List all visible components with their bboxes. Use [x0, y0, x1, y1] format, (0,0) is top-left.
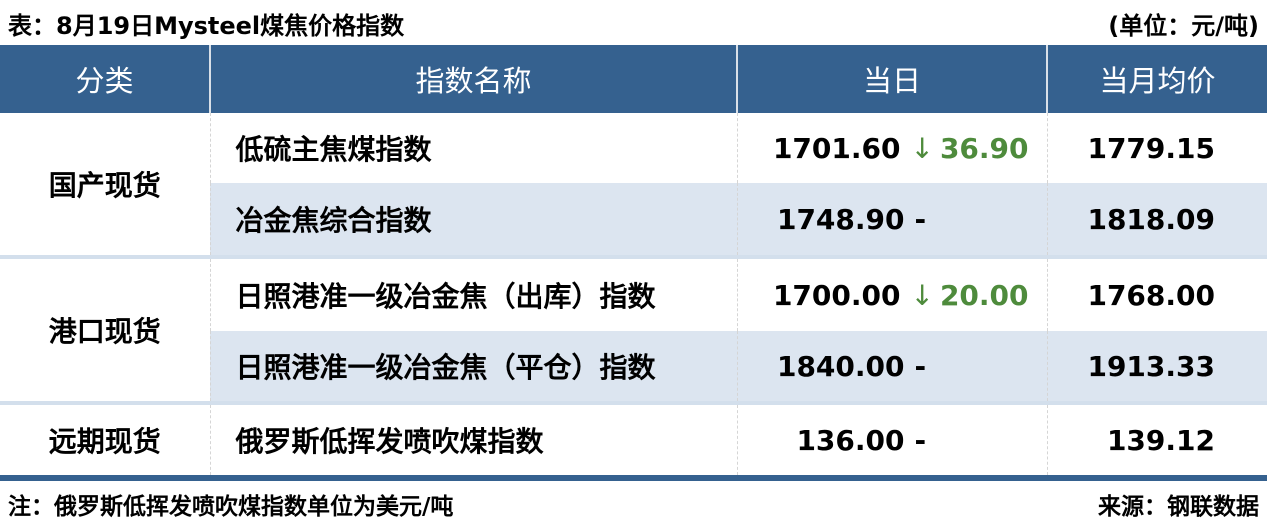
- month-avg-cell: 1768.00: [1047, 259, 1267, 331]
- group-divider: [0, 401, 1267, 405]
- change-value: ↓ 36.90: [910, 132, 1028, 165]
- data-source: 来源：钢联数据: [1098, 494, 1259, 520]
- change-amount: 20.00: [939, 278, 1029, 312]
- col-header-today: 当日: [736, 45, 1047, 113]
- category-cell: 港口现货: [0, 259, 211, 401]
- change-value: -: [914, 423, 927, 457]
- table-row: 远期现货 俄罗斯低挥发喷吹煤指数 136.00 - 139.12: [0, 405, 1267, 475]
- month-avg-cell: 1818.09: [1047, 183, 1267, 255]
- price-index-table: 分类 指数名称 当日 当月均价 国产现货 低硫主焦煤指数 1701.60 ↓ 36…: [0, 45, 1267, 475]
- change-value: -: [914, 202, 927, 236]
- table-row: 港口现货 日照港准一级冶金焦（出库）指数 1700.00 ↓ 20.00 1768…: [0, 259, 1267, 401]
- index-name-cell: 低硫主焦煤指数: [210, 113, 738, 183]
- month-avg-cell: 139.12: [1047, 405, 1267, 475]
- col-header-index-name: 指数名称: [209, 45, 737, 113]
- today-value: 1701.60: [772, 131, 901, 165]
- down-arrow-icon: ↓: [910, 278, 934, 312]
- category-cell: 国产现货: [0, 113, 211, 255]
- change-value: -: [914, 349, 927, 383]
- title-bar: 表：8月19日Mysteel煤焦价格指数 (单位：元/吨): [0, 0, 1267, 45]
- index-name-cell: 日照港准一级冶金焦（出库）指数: [210, 259, 738, 331]
- down-arrow-icon: ↓: [910, 131, 934, 165]
- page-title: 表：8月19日Mysteel煤焦价格指数: [8, 12, 405, 40]
- header-row: 分类 指数名称 当日 当月均价: [0, 45, 1267, 113]
- unit-label: (单位：元/吨): [1108, 12, 1259, 40]
- today-value: 1840.00: [776, 349, 905, 383]
- table-bottom-border: [0, 475, 1267, 481]
- month-avg-cell: 1913.33: [1047, 331, 1267, 401]
- today-value: 1700.00: [772, 278, 901, 312]
- change-amount: 36.90: [939, 131, 1029, 165]
- today-value: 1748.90: [776, 202, 905, 236]
- table-row: 冶金焦综合指数 1748.90 - 1818.09: [0, 183, 1267, 255]
- index-name-cell: 俄罗斯低挥发喷吹煤指数: [210, 405, 738, 475]
- index-name-cell: 冶金焦综合指数: [210, 183, 738, 255]
- today-cell: 136.00 -: [737, 405, 1048, 475]
- month-avg-cell: 1779.15: [1047, 113, 1267, 183]
- change-value: ↓ 20.00: [910, 279, 1028, 312]
- today-cell: 1700.00 ↓ 20.00: [737, 259, 1048, 331]
- today-cell: 1701.60 ↓ 36.90: [737, 113, 1048, 183]
- footer: 注：俄罗斯低挥发喷吹煤指数单位为美元/吨 来源：钢联数据: [0, 481, 1267, 527]
- col-header-month-avg: 当月均价: [1046, 45, 1267, 113]
- footnote: 注：俄罗斯低挥发喷吹煤指数单位为美元/吨: [8, 494, 454, 520]
- today-cell: 1748.90 -: [737, 183, 1048, 255]
- today-value: 136.00: [796, 423, 905, 457]
- index-name-cell: 日照港准一级冶金焦（平仓）指数: [210, 331, 738, 401]
- today-cell: 1840.00 -: [737, 331, 1048, 401]
- col-header-category: 分类: [0, 45, 210, 113]
- group-divider: [0, 255, 1267, 259]
- table-row: 日照港准一级冶金焦（平仓）指数 1840.00 - 1913.33: [0, 331, 1267, 401]
- category-cell: 远期现货: [0, 405, 211, 475]
- table-row: 国产现货 低硫主焦煤指数 1701.60 ↓ 36.90 1779.15: [0, 113, 1267, 255]
